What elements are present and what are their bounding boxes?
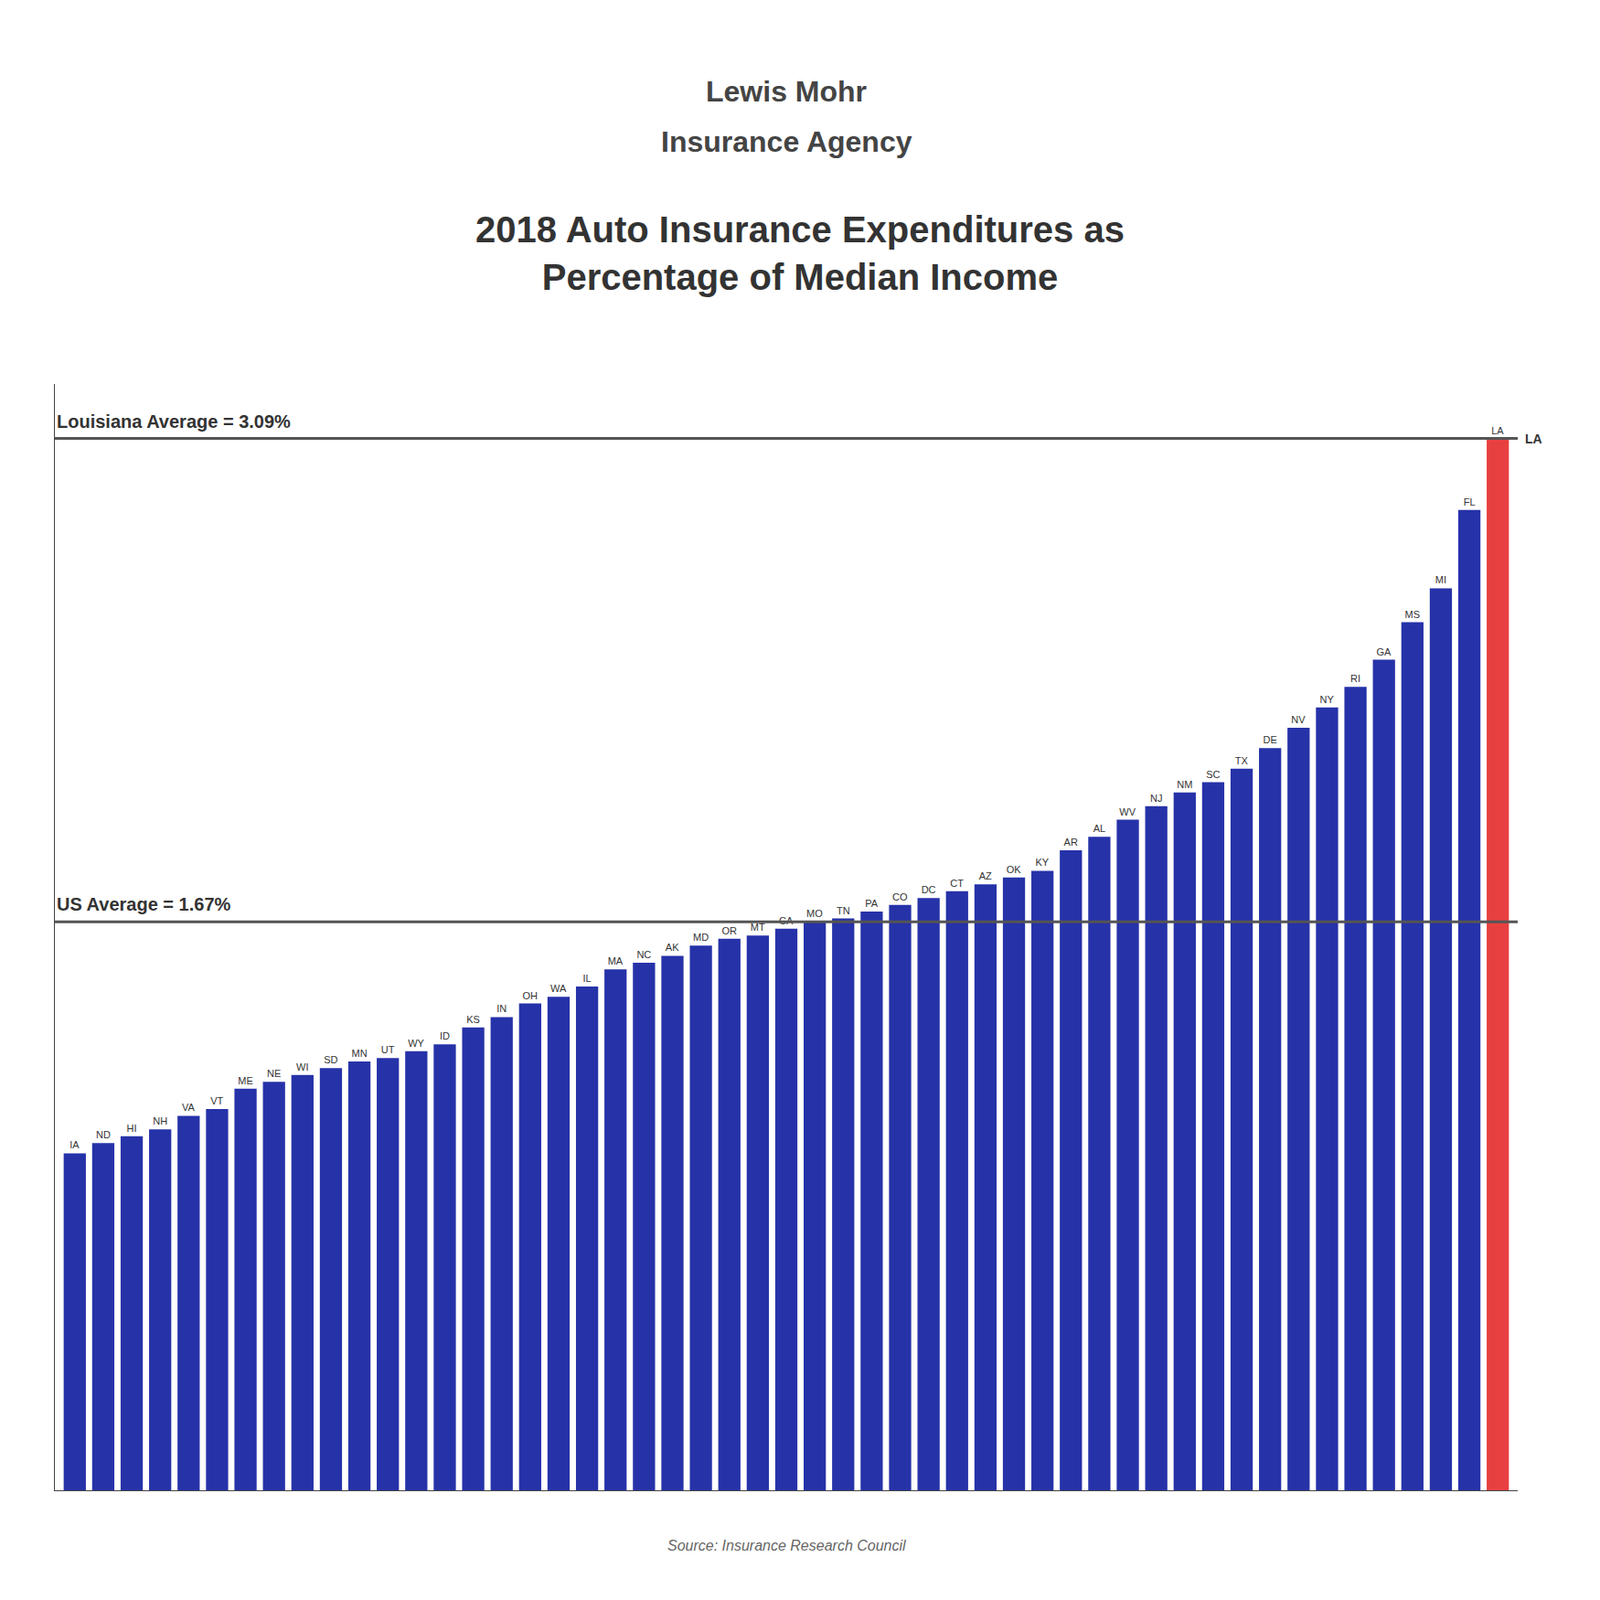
svg-text:CT: CT <box>949 877 964 889</box>
svg-text:OR: OR <box>721 925 737 937</box>
svg-text:MA: MA <box>608 955 624 967</box>
svg-text:MD: MD <box>693 931 709 943</box>
svg-text:Insurance Agency: Insurance Agency <box>661 125 913 159</box>
svg-text:SC: SC <box>1205 768 1220 780</box>
svg-text:Louisiana Average = 3.09%: Louisiana Average = 3.09% <box>56 411 291 432</box>
svg-text:2018 Auto Insurance Expenditur: 2018 Auto Insurance Expenditures asPerce… <box>475 209 1125 298</box>
svg-text:IN: IN <box>496 1002 507 1014</box>
svg-text:NM: NM <box>1176 778 1193 790</box>
svg-text:WY: WY <box>407 1037 425 1049</box>
svg-text:MN: MN <box>351 1047 367 1059</box>
svg-text:TN: TN <box>836 905 851 917</box>
svg-text:NJ: NJ <box>1150 792 1163 804</box>
svg-text:PA: PA <box>864 897 879 909</box>
svg-text:MI: MI <box>1435 574 1447 586</box>
svg-text:RI: RI <box>1350 672 1361 684</box>
svg-text:KS: KS <box>466 1013 480 1025</box>
svg-text:ME: ME <box>237 1075 254 1087</box>
svg-text:Lewis Mohr: Lewis Mohr <box>705 74 867 108</box>
svg-text:MS: MS <box>1405 608 1421 620</box>
svg-text:OK: OK <box>1006 864 1023 875</box>
svg-text:LA: LA <box>1491 425 1504 437</box>
svg-text:SD: SD <box>323 1054 338 1066</box>
svg-text:AL: AL <box>1093 822 1106 834</box>
svg-text:GA: GA <box>1376 646 1392 658</box>
svg-text:ND: ND <box>96 1129 111 1141</box>
svg-text:MT: MT <box>750 921 766 933</box>
svg-text:VA: VA <box>181 1101 196 1113</box>
svg-text:ID: ID <box>439 1030 450 1042</box>
svg-text:NV: NV <box>1290 714 1306 726</box>
svg-text:WI: WI <box>296 1061 309 1073</box>
svg-text:TX: TX <box>1235 755 1249 767</box>
svg-text:AZ: AZ <box>979 870 992 882</box>
svg-text:IA: IA <box>69 1139 80 1151</box>
svg-text:NY: NY <box>1319 693 1334 705</box>
svg-text:WA: WA <box>550 982 567 994</box>
svg-text:HI: HI <box>127 1122 138 1134</box>
svg-text:NE: NE <box>266 1067 281 1079</box>
svg-text:CA: CA <box>778 915 794 927</box>
svg-text:OH: OH <box>522 990 539 1002</box>
svg-text:IL: IL <box>583 972 592 984</box>
svg-text:KY: KY <box>1034 856 1049 868</box>
svg-text:CO: CO <box>892 891 908 903</box>
svg-text:Source: Insurance Research Cou: Source: Insurance Research Council <box>667 1537 907 1554</box>
svg-text:NC: NC <box>636 949 651 960</box>
svg-text:DE: DE <box>1263 734 1278 746</box>
svg-text:NH: NH <box>152 1115 168 1127</box>
svg-text:AR: AR <box>1064 836 1078 848</box>
svg-text:UT: UT <box>381 1044 395 1056</box>
svg-text:WV: WV <box>1119 806 1136 818</box>
svg-text:MO: MO <box>806 907 823 919</box>
svg-text:LA: LA <box>1525 431 1543 447</box>
svg-text:AK: AK <box>665 941 680 953</box>
svg-text:FL: FL <box>1463 496 1476 508</box>
svg-text:DC: DC <box>921 884 937 896</box>
svg-text:VT: VT <box>210 1095 224 1107</box>
svg-text:US Average = 1.67%: US Average = 1.67% <box>56 894 232 915</box>
